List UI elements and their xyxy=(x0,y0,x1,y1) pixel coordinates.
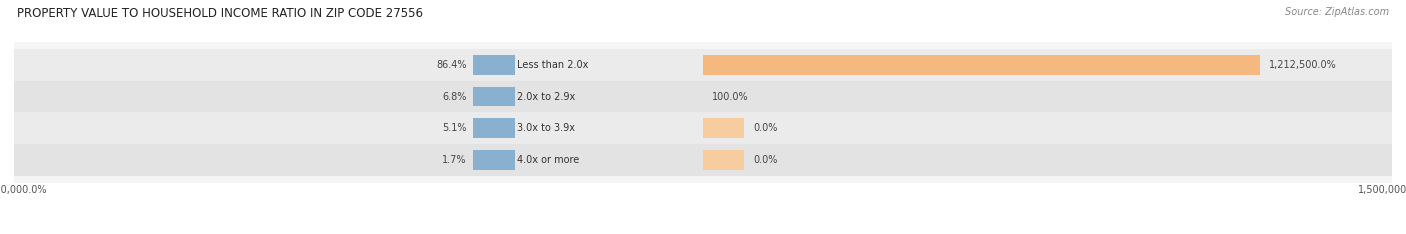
Bar xyxy=(474,55,515,75)
Bar xyxy=(474,87,515,106)
Text: Less than 2.0x: Less than 2.0x xyxy=(517,60,588,70)
Bar xyxy=(14,49,1392,81)
Text: 4.0x or more: 4.0x or more xyxy=(517,155,579,165)
Text: 0.0%: 0.0% xyxy=(754,123,778,133)
Text: 1.7%: 1.7% xyxy=(441,155,467,165)
Text: Source: ZipAtlas.com: Source: ZipAtlas.com xyxy=(1285,7,1389,17)
Bar xyxy=(703,55,1260,75)
Text: 5.1%: 5.1% xyxy=(441,123,467,133)
Bar xyxy=(474,118,515,138)
Text: 1,212,500.0%: 1,212,500.0% xyxy=(1270,60,1337,70)
Text: 3.0x to 3.9x: 3.0x to 3.9x xyxy=(517,123,575,133)
Bar xyxy=(703,150,744,170)
Bar xyxy=(14,144,1392,176)
Text: PROPERTY VALUE TO HOUSEHOLD INCOME RATIO IN ZIP CODE 27556: PROPERTY VALUE TO HOUSEHOLD INCOME RATIO… xyxy=(17,7,423,20)
Text: 86.4%: 86.4% xyxy=(436,60,467,70)
Text: 100.0%: 100.0% xyxy=(713,91,749,102)
Text: 0.0%: 0.0% xyxy=(754,155,778,165)
Bar xyxy=(703,118,744,138)
Bar xyxy=(474,150,515,170)
Bar xyxy=(14,81,1392,112)
Text: 2.0x to 2.9x: 2.0x to 2.9x xyxy=(517,91,575,102)
Bar xyxy=(14,112,1392,144)
Text: 6.8%: 6.8% xyxy=(441,91,467,102)
